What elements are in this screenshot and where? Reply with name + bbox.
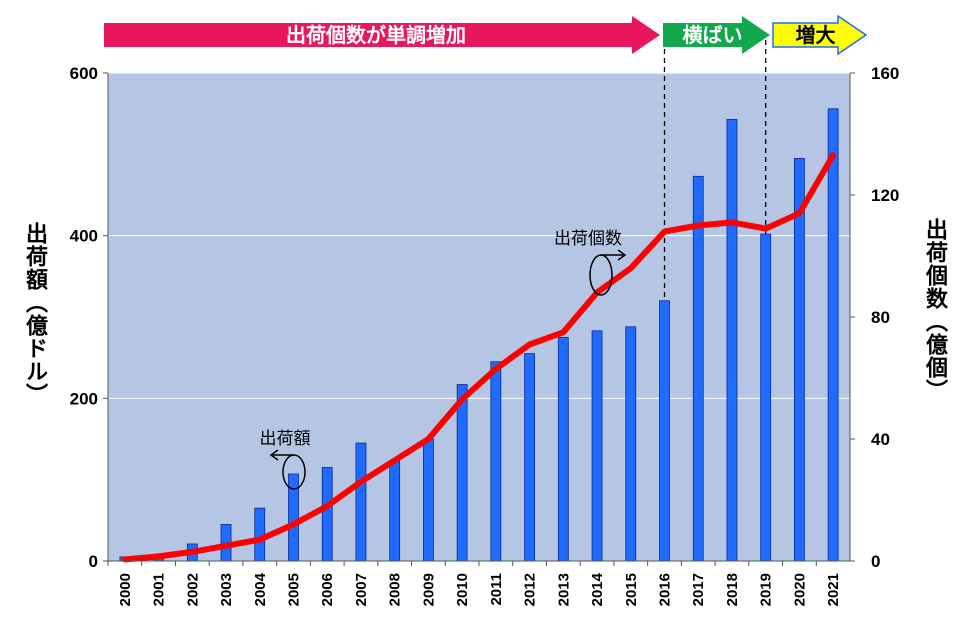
y-axis-label-left: 出荷額（億ドル） bbox=[22, 222, 47, 406]
phase-label-3: 増大 bbox=[796, 23, 836, 47]
y2-tick-label: 160 bbox=[871, 64, 899, 83]
y2-tick-label: 80 bbox=[871, 308, 890, 327]
x-tick-label: 2017 bbox=[690, 573, 707, 606]
bar-2013 bbox=[557, 336, 569, 562]
x-tick-label: 2008 bbox=[387, 573, 404, 606]
plot-area bbox=[108, 73, 850, 561]
x-tick-label: 2005 bbox=[286, 573, 303, 606]
y-tick-label: 600 bbox=[70, 64, 98, 83]
line-annotation-arrowhead bbox=[617, 249, 627, 261]
bar-2017 bbox=[692, 175, 704, 562]
x-tick-label: 2001 bbox=[151, 573, 168, 606]
line-annotation-label: 出荷個数 bbox=[554, 229, 622, 249]
bar-2014 bbox=[591, 330, 603, 562]
x-tick-label: 2003 bbox=[218, 573, 235, 606]
bar-2012 bbox=[524, 353, 535, 562]
bar-2011 bbox=[490, 361, 502, 562]
bar-2006 bbox=[321, 467, 333, 562]
phase-arrow-1 bbox=[104, 16, 660, 54]
x-tick-label: 2014 bbox=[589, 572, 606, 606]
x-tick-label: 2013 bbox=[555, 573, 572, 606]
y2-tick-label: 120 bbox=[871, 186, 899, 205]
x-tick-label: 2000 bbox=[117, 573, 134, 606]
x-tick-label: 2020 bbox=[791, 573, 808, 606]
bar-2019 bbox=[760, 233, 772, 562]
phase-arrow-2 bbox=[663, 16, 770, 54]
bar-2018 bbox=[726, 118, 738, 562]
bar-2016 bbox=[659, 300, 670, 562]
bar-2020 bbox=[794, 157, 805, 562]
y-tick-label: 200 bbox=[70, 389, 98, 408]
x-tick-label: 2021 bbox=[825, 573, 842, 606]
x-tick-label: 2019 bbox=[758, 573, 775, 606]
x-tick-label: 2015 bbox=[623, 573, 640, 606]
bar-2009 bbox=[423, 438, 434, 562]
y-tick-label: 400 bbox=[70, 227, 98, 246]
bar-2004 bbox=[254, 507, 266, 562]
line-series bbox=[121, 152, 837, 563]
bar-2015 bbox=[625, 326, 637, 562]
bar-2008 bbox=[389, 460, 401, 562]
phase-arrow-3 bbox=[772, 14, 868, 56]
y2-tick-label: 0 bbox=[871, 552, 880, 571]
bar-annotation-label: 出荷額 bbox=[260, 429, 311, 449]
x-tick-label: 2016 bbox=[657, 573, 674, 606]
y-tick-label: 0 bbox=[89, 552, 98, 571]
x-tick-label: 2004 bbox=[252, 572, 269, 606]
bar-2021 bbox=[827, 108, 839, 562]
x-tick-label: 2010 bbox=[454, 573, 471, 606]
x-tick-label: 2018 bbox=[724, 573, 741, 606]
y-axis-label-right: 出荷個数（億個） bbox=[922, 218, 947, 402]
bar-2007 bbox=[355, 442, 367, 562]
x-tick-label: 2007 bbox=[353, 573, 370, 606]
y2-tick-label: 40 bbox=[871, 430, 890, 449]
x-tick-label: 2009 bbox=[420, 573, 437, 606]
phase-label-1: 出荷個数が単調増加 bbox=[286, 23, 466, 47]
bar-2010 bbox=[456, 384, 468, 562]
x-tick-label: 2002 bbox=[184, 573, 201, 606]
x-tick-label: 2011 bbox=[488, 573, 505, 606]
x-tick-label: 2006 bbox=[319, 573, 336, 606]
bar-annotation-arrowhead bbox=[269, 449, 279, 461]
x-tick-label: 2012 bbox=[522, 573, 539, 606]
phase-label-2: 横ばい bbox=[683, 23, 743, 47]
